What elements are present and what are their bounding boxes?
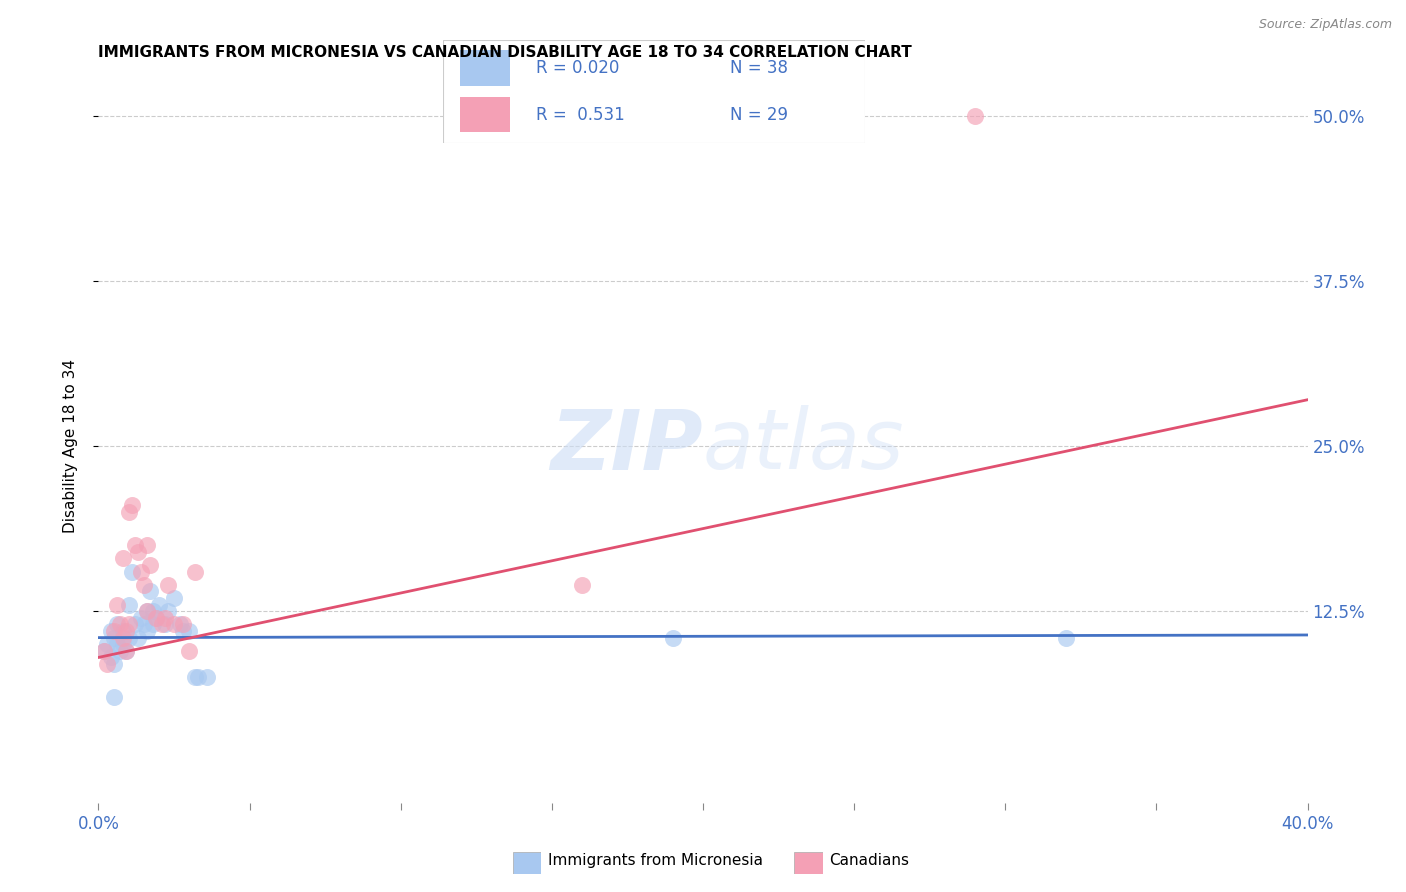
Point bbox=[93, 644, 115, 658]
Point bbox=[135, 604, 157, 618]
Point bbox=[121, 499, 143, 513]
Point bbox=[153, 611, 176, 625]
Point bbox=[153, 617, 176, 632]
Point bbox=[93, 644, 115, 658]
Point bbox=[114, 624, 136, 638]
Point bbox=[111, 551, 134, 566]
Point bbox=[105, 617, 128, 632]
Point bbox=[111, 631, 134, 645]
Point bbox=[142, 604, 165, 618]
Point bbox=[132, 578, 155, 592]
Point bbox=[124, 538, 146, 552]
Point bbox=[139, 558, 162, 572]
Point bbox=[118, 631, 141, 645]
Point bbox=[172, 617, 194, 632]
Point bbox=[111, 624, 134, 638]
Bar bbox=[460, 96, 510, 132]
Point bbox=[145, 611, 167, 625]
Point bbox=[127, 631, 149, 645]
Point bbox=[108, 617, 131, 632]
Point bbox=[118, 505, 141, 519]
Y-axis label: Disability Age 18 to 34: Disability Age 18 to 34 bbox=[63, 359, 77, 533]
Point bbox=[103, 657, 125, 671]
Point bbox=[139, 584, 162, 599]
Point bbox=[184, 670, 207, 684]
Text: IMMIGRANTS FROM MICRONESIA VS CANADIAN DISABILITY AGE 18 TO 34 CORRELATION CHART: IMMIGRANTS FROM MICRONESIA VS CANADIAN D… bbox=[98, 45, 912, 60]
Point bbox=[96, 637, 118, 651]
Point bbox=[135, 538, 157, 552]
Point bbox=[156, 578, 179, 592]
Point bbox=[163, 591, 186, 605]
Point bbox=[105, 637, 128, 651]
Point bbox=[105, 598, 128, 612]
Point bbox=[150, 617, 173, 632]
Text: ZIP: ZIP bbox=[550, 406, 703, 486]
Point bbox=[129, 565, 152, 579]
Text: Canadians: Canadians bbox=[830, 854, 910, 868]
Point bbox=[172, 624, 194, 638]
Point bbox=[127, 545, 149, 559]
Point bbox=[111, 637, 134, 651]
Point bbox=[132, 617, 155, 632]
Point bbox=[121, 565, 143, 579]
Point bbox=[100, 624, 122, 638]
Text: R =  0.531: R = 0.531 bbox=[536, 105, 624, 123]
Text: N = 29: N = 29 bbox=[730, 105, 787, 123]
Point bbox=[142, 617, 165, 632]
Point bbox=[1054, 631, 1077, 645]
Point bbox=[184, 565, 207, 579]
Text: R = 0.020: R = 0.020 bbox=[536, 60, 619, 78]
Point bbox=[179, 644, 201, 658]
Point bbox=[135, 604, 157, 618]
Text: N = 38: N = 38 bbox=[730, 60, 787, 78]
Point bbox=[103, 624, 125, 638]
Point bbox=[108, 644, 131, 658]
Point bbox=[114, 644, 136, 658]
Point bbox=[118, 617, 141, 632]
Point bbox=[103, 631, 125, 645]
Point bbox=[163, 617, 186, 632]
Point bbox=[148, 598, 170, 612]
Point bbox=[965, 109, 987, 123]
Point bbox=[124, 617, 146, 632]
Point bbox=[187, 670, 209, 684]
Point bbox=[96, 657, 118, 671]
Bar bbox=[460, 50, 510, 87]
Point bbox=[103, 690, 125, 704]
Point bbox=[129, 611, 152, 625]
Point bbox=[135, 624, 157, 638]
Point bbox=[156, 604, 179, 618]
Point bbox=[145, 611, 167, 625]
Point bbox=[114, 644, 136, 658]
Text: Immigrants from Micronesia: Immigrants from Micronesia bbox=[548, 854, 763, 868]
Point bbox=[118, 598, 141, 612]
Point bbox=[179, 624, 201, 638]
Text: Source: ZipAtlas.com: Source: ZipAtlas.com bbox=[1258, 18, 1392, 31]
Point bbox=[195, 670, 218, 684]
Point bbox=[662, 631, 685, 645]
Text: atlas: atlas bbox=[703, 406, 904, 486]
Point bbox=[169, 617, 191, 632]
Point bbox=[100, 650, 122, 665]
Point bbox=[571, 578, 593, 592]
